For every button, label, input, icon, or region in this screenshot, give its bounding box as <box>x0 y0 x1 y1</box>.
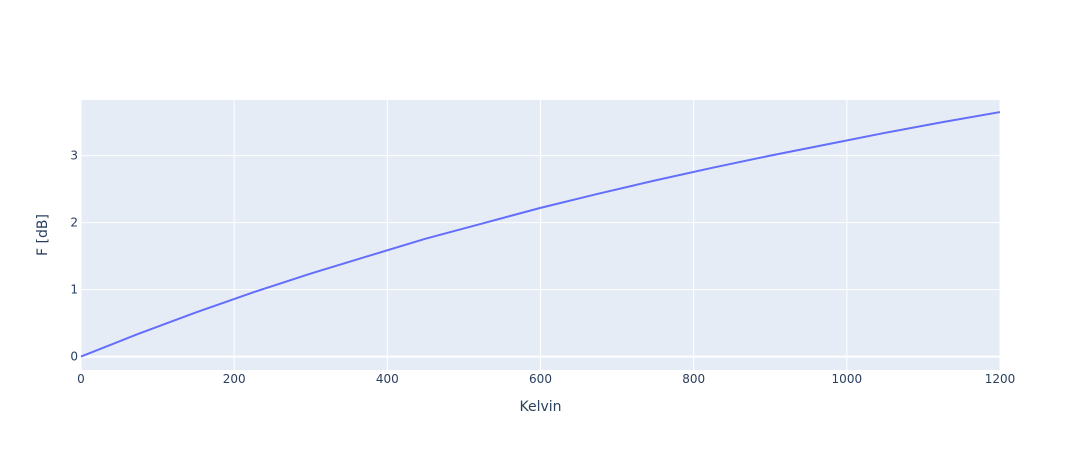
x-axis-title: Kelvin <box>519 399 561 415</box>
series-line-0[interactable] <box>80 111 1001 358</box>
x-tick-label: 200 <box>223 372 246 386</box>
y-tick-label: 3 <box>70 149 78 163</box>
y-gridlines <box>81 155 1000 358</box>
y-tick-label: 2 <box>70 216 78 230</box>
x-tick-label: 400 <box>376 372 399 386</box>
y-tick-labels: 0 1 2 3 <box>70 149 78 364</box>
series-layer <box>80 111 1001 358</box>
y-tick-label: 0 <box>70 350 78 364</box>
x-tick-label: 1200 <box>985 372 1016 386</box>
y-axis-title: F [dB] <box>35 214 51 256</box>
x-gridlines <box>80 100 1001 370</box>
x-tick-label: 600 <box>529 372 552 386</box>
x-tick-label: 1000 <box>832 372 863 386</box>
x-tick-label: 800 <box>682 372 705 386</box>
x-tick-labels: 0 200 400 600 800 1000 1200 <box>77 372 1015 386</box>
x-tick-label: 0 <box>77 372 85 386</box>
y-tick-label: 1 <box>70 283 78 297</box>
